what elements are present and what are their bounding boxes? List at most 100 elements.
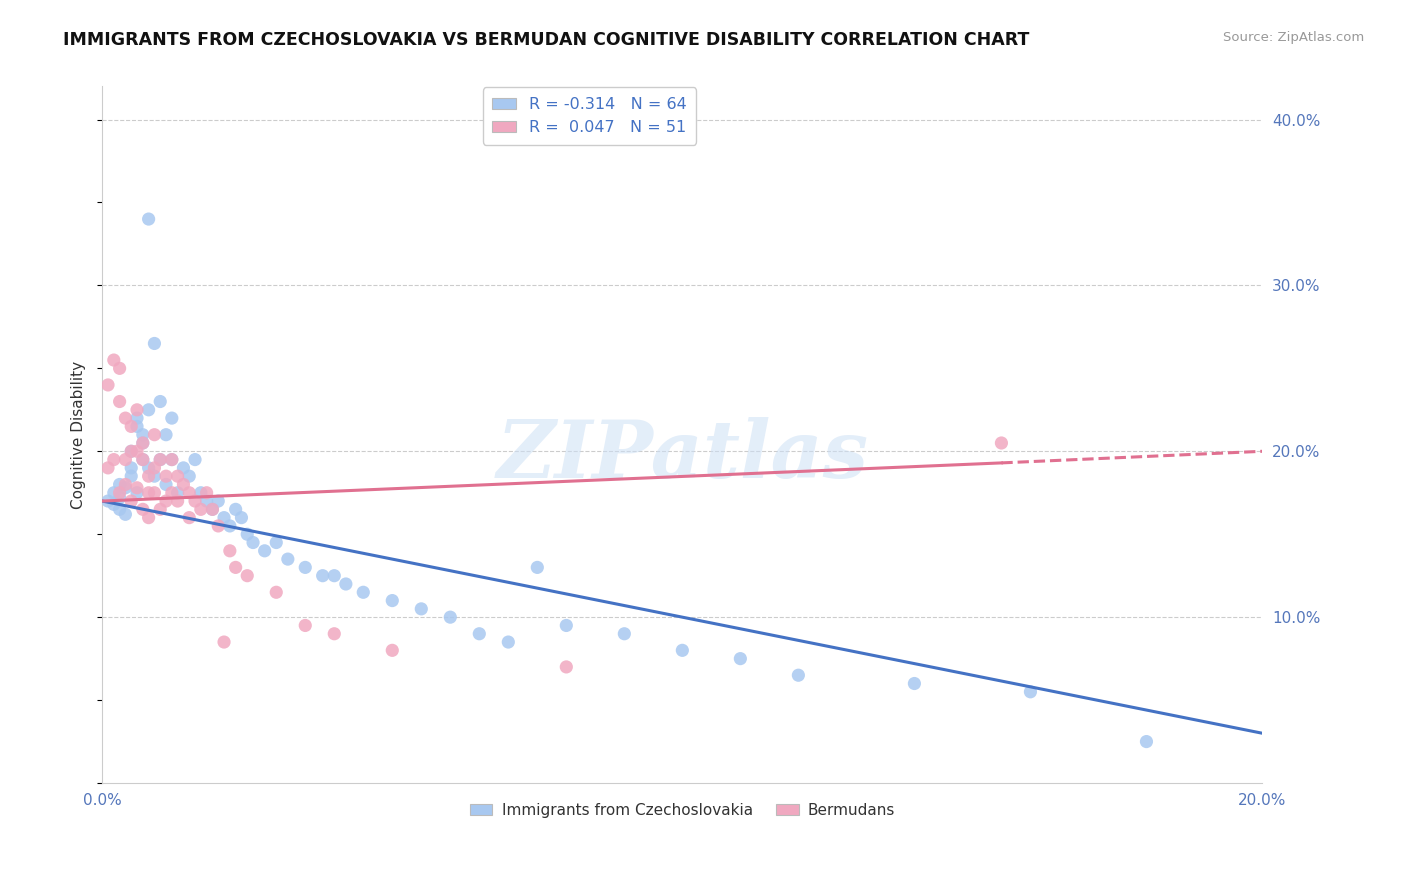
Text: IMMIGRANTS FROM CZECHOSLOVAKIA VS BERMUDAN COGNITIVE DISABILITY CORRELATION CHAR: IMMIGRANTS FROM CZECHOSLOVAKIA VS BERMUD… xyxy=(63,31,1029,49)
Point xyxy=(179,510,201,524)
Point xyxy=(184,452,207,467)
Point xyxy=(242,535,264,549)
Point xyxy=(114,452,136,467)
Point xyxy=(190,502,212,516)
Point xyxy=(132,436,155,450)
Point xyxy=(166,494,188,508)
Point xyxy=(381,593,404,607)
Point xyxy=(264,585,287,599)
Point xyxy=(172,477,194,491)
Point xyxy=(212,510,235,524)
Point xyxy=(114,481,136,495)
Point xyxy=(120,444,142,458)
Point xyxy=(179,485,201,500)
Point xyxy=(160,452,183,467)
Point xyxy=(125,481,148,495)
Point xyxy=(555,660,578,674)
Point xyxy=(294,560,316,574)
Point xyxy=(143,461,166,475)
Point xyxy=(114,477,136,491)
Point xyxy=(352,585,374,599)
Point xyxy=(125,402,148,417)
Point xyxy=(132,452,155,467)
Y-axis label: Cognitive Disability: Cognitive Disability xyxy=(72,360,86,508)
Point xyxy=(149,502,172,516)
Point xyxy=(190,485,212,500)
Point xyxy=(555,618,578,632)
Legend: Immigrants from Czechoslovakia, Bermudans: Immigrants from Czechoslovakia, Bermudan… xyxy=(464,797,901,824)
Point xyxy=(730,651,752,665)
Point xyxy=(498,635,520,649)
Point xyxy=(225,502,247,516)
Point xyxy=(97,461,120,475)
Point xyxy=(166,485,188,500)
Point xyxy=(132,427,155,442)
Point xyxy=(201,502,224,516)
Point xyxy=(149,452,172,467)
Point xyxy=(120,444,142,458)
Point xyxy=(149,394,172,409)
Point xyxy=(1135,734,1157,748)
Point xyxy=(184,494,207,508)
Point xyxy=(108,477,131,491)
Point xyxy=(138,461,160,475)
Point xyxy=(125,411,148,425)
Point xyxy=(411,602,433,616)
Point xyxy=(155,477,177,491)
Point xyxy=(323,626,346,640)
Point xyxy=(903,676,925,690)
Point xyxy=(103,452,125,467)
Point xyxy=(990,436,1012,450)
Point xyxy=(155,494,177,508)
Point xyxy=(212,635,235,649)
Point xyxy=(120,494,142,508)
Point xyxy=(125,485,148,500)
Point xyxy=(138,469,160,483)
Point xyxy=(132,452,155,467)
Point xyxy=(207,494,229,508)
Point xyxy=(323,568,346,582)
Point xyxy=(114,411,136,425)
Point xyxy=(138,212,160,227)
Point xyxy=(138,510,160,524)
Point xyxy=(172,461,194,475)
Point xyxy=(108,485,131,500)
Point xyxy=(132,436,155,450)
Point xyxy=(143,469,166,483)
Point xyxy=(125,444,148,458)
Point xyxy=(225,560,247,574)
Point xyxy=(526,560,548,574)
Point xyxy=(160,485,183,500)
Text: Source: ZipAtlas.com: Source: ZipAtlas.com xyxy=(1223,31,1364,45)
Point xyxy=(236,527,259,541)
Point xyxy=(179,469,201,483)
Point xyxy=(155,469,177,483)
Point xyxy=(132,502,155,516)
Point xyxy=(1019,685,1042,699)
Point xyxy=(201,502,224,516)
Point xyxy=(143,485,166,500)
Point xyxy=(613,626,636,640)
Point xyxy=(138,485,160,500)
Point xyxy=(143,336,166,351)
Point xyxy=(125,419,148,434)
Point xyxy=(108,394,131,409)
Point xyxy=(671,643,693,657)
Point xyxy=(120,469,142,483)
Point xyxy=(120,419,142,434)
Point xyxy=(143,427,166,442)
Point xyxy=(253,544,276,558)
Point xyxy=(381,643,404,657)
Point xyxy=(311,568,333,582)
Point xyxy=(468,626,491,640)
Point xyxy=(236,568,259,582)
Point xyxy=(103,497,125,511)
Point xyxy=(149,452,172,467)
Point xyxy=(103,353,125,368)
Point xyxy=(207,519,229,533)
Point xyxy=(108,502,131,516)
Point xyxy=(439,610,461,624)
Point xyxy=(120,461,142,475)
Point xyxy=(155,427,177,442)
Point xyxy=(195,485,218,500)
